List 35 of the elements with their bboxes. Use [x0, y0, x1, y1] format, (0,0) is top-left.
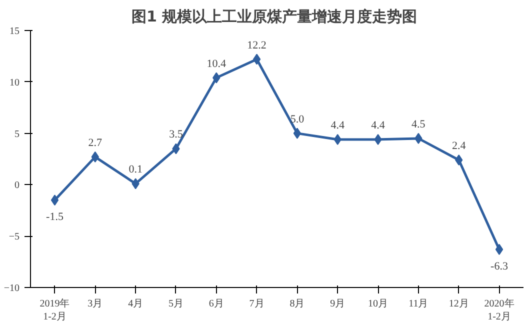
data-label: 12.2: [247, 39, 266, 52]
data-label: 4.4: [371, 119, 386, 132]
x-tick-label: 12月: [448, 298, 469, 310]
data-label: 3.5: [169, 128, 184, 141]
point: [495, 244, 504, 255]
data-label: -1.5: [46, 211, 64, 224]
chart-title: 图1 规模以上工业原煤产量增速月度走势图: [132, 8, 418, 26]
point: [50, 194, 59, 206]
x-tick-label: 2019年 1-2月: [40, 298, 70, 323]
data-label: 4.5: [412, 118, 426, 130]
y-tick-label: 10: [10, 77, 20, 88]
point: [252, 54, 261, 65]
x-tick-label: 3月: [88, 298, 103, 310]
x-tick-label: 4月: [128, 298, 144, 310]
data-label: 2.7: [88, 136, 103, 149]
y-tick-label: 0: [14, 180, 20, 192]
x-tick-label: 11月: [408, 298, 428, 310]
data-label: 0.1: [128, 164, 142, 176]
y-tick-label: 5: [14, 128, 20, 140]
y-tick-label: −10: [4, 283, 20, 294]
x-tick-label: 8月: [290, 298, 305, 310]
x-tick-label: 5月: [168, 298, 184, 310]
data-label: 10.4: [206, 58, 227, 70]
data-label: -6.3: [490, 260, 508, 272]
data-label: 4.4: [330, 119, 345, 132]
point: [293, 128, 302, 139]
y-tick-label: −5: [8, 232, 20, 243]
x-tick-label: 2020年 1-2月: [484, 298, 514, 323]
data-label: 2.4: [452, 140, 466, 152]
y-tick-label: 15: [10, 26, 20, 37]
data-label: 5.0: [290, 113, 305, 126]
x-tick-label: 6月: [208, 298, 224, 310]
x-tick-label: 7月: [249, 298, 264, 310]
x-tick-label: 10月: [368, 298, 388, 310]
x-tick-label: 9月: [330, 298, 346, 310]
